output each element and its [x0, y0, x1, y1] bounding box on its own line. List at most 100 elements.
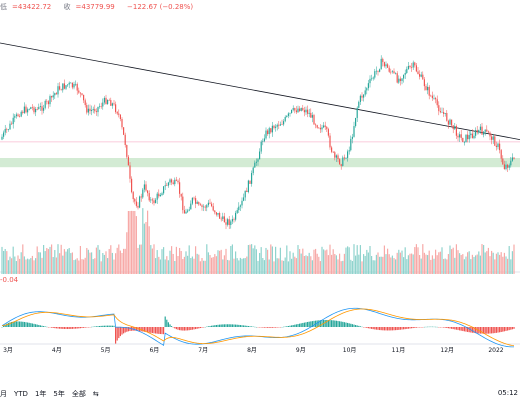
- candle-body: [404, 72, 406, 75]
- macd-histogram-bar: [123, 327, 125, 334]
- volume-bar: [247, 245, 249, 274]
- volume-bar: [327, 255, 329, 274]
- candle-body: [35, 108, 37, 113]
- timeframe-ytd[interactable]: YTD: [14, 389, 28, 398]
- volume-bar: [102, 253, 104, 274]
- volume-bar: [110, 245, 112, 274]
- volume-bar: [398, 249, 400, 274]
- macd-histogram-bar: [511, 327, 513, 330]
- candle-body: [255, 161, 257, 163]
- macd-histogram-bar: [289, 325, 291, 327]
- volume-bar: [14, 256, 16, 274]
- macd-histogram-bar: [294, 324, 296, 327]
- macd-histogram-bar: [182, 327, 184, 331]
- macd-histogram-bar: [249, 326, 251, 327]
- candle-body: [123, 127, 125, 135]
- macd-histogram-bar: [15, 321, 17, 327]
- macd-histogram-bar: [447, 327, 449, 329]
- volume-bar: [187, 255, 189, 274]
- volume-bar: [462, 254, 464, 274]
- x-tick-label: 11月: [392, 347, 406, 354]
- candle-body: [334, 152, 336, 158]
- macd-histogram-bar: [217, 324, 219, 327]
- volume-bar: [465, 256, 467, 274]
- macd-histogram-bar: [329, 320, 331, 327]
- volume-bar: [251, 244, 253, 274]
- volume-bar: [81, 259, 83, 274]
- candle-body: [257, 159, 259, 162]
- candle-body: [388, 67, 390, 72]
- volume-bar: [55, 257, 57, 274]
- macd-histogram-bar: [140, 327, 142, 332]
- macd-histogram-bar: [62, 327, 64, 329]
- candle-body: [415, 65, 417, 72]
- volume-bar: [409, 253, 411, 274]
- candle-body: [14, 116, 16, 118]
- timeframe-bar: 月 YTD 1年 5年 全部 ⇆: [0, 387, 106, 400]
- candle-body: [459, 134, 461, 138]
- macd-histogram-bar: [126, 327, 128, 332]
- candle-body: [278, 124, 280, 126]
- timeframe-all[interactable]: 全部: [71, 389, 86, 398]
- candle-body: [161, 193, 163, 195]
- candle-body: [6, 129, 8, 130]
- volume-bar: [318, 256, 320, 274]
- volume-bar: [366, 249, 368, 274]
- volume-bar: [191, 256, 193, 274]
- macd-histogram-bar: [25, 322, 27, 327]
- candle-body: [46, 100, 48, 102]
- macd-histogram-bar: [222, 324, 224, 327]
- candle-body: [235, 212, 237, 220]
- macd-histogram-bar: [510, 327, 512, 330]
- candle-body: [183, 210, 185, 214]
- volume-bar: [225, 248, 227, 274]
- candle-body: [91, 110, 93, 112]
- macd-histogram-bar: [502, 327, 504, 332]
- candle-body: [484, 129, 486, 132]
- close-label: 收 =43779.99: [63, 3, 115, 11]
- macd-histogram-bar: [291, 325, 293, 327]
- macd-histogram-bar: [244, 325, 246, 327]
- volume-bar: [383, 245, 385, 274]
- candle-body: [147, 190, 149, 194]
- candle-body: [191, 197, 193, 204]
- timeframe-1y[interactable]: 1年: [34, 389, 47, 398]
- volume-bar: [161, 249, 163, 274]
- candle-body: [20, 111, 22, 117]
- macd-histogram-bar: [454, 327, 456, 330]
- candle-body: [62, 83, 64, 91]
- macd-histogram-bar: [199, 327, 201, 329]
- candle-body: [359, 95, 361, 102]
- candle-body: [435, 98, 437, 100]
- candle-body: [217, 212, 219, 215]
- candle-body: [49, 96, 51, 105]
- x-tick-label: 9月: [296, 347, 306, 354]
- macd-histogram-bar: [14, 321, 16, 327]
- candle-body: [225, 222, 227, 225]
- candle-body: [449, 119, 451, 125]
- volume-bar: [204, 260, 206, 274]
- volume-bar: [47, 249, 49, 274]
- volume-bar: [230, 246, 232, 274]
- volume-bar: [105, 251, 107, 274]
- macd-histogram-bar: [70, 327, 72, 329]
- candle-body: [54, 93, 56, 96]
- macd-histogram-bar: [78, 327, 80, 329]
- volume-bar: [446, 259, 448, 274]
- timeframe-5y[interactable]: 5年: [53, 389, 65, 398]
- candle-body: [27, 109, 29, 113]
- macd-histogram-bar: [155, 327, 157, 334]
- volume-bar: [411, 253, 413, 274]
- volume-bar: [36, 246, 38, 274]
- macd-histogram-bar: [6, 323, 8, 327]
- compare-icon[interactable]: ⇆: [92, 389, 99, 398]
- macd-histogram-bar: [492, 327, 494, 334]
- volume-bar: [382, 256, 384, 274]
- candle-body: [337, 155, 339, 160]
- macd-histogram-bar: [12, 321, 14, 327]
- volume-bar: [278, 258, 280, 274]
- timeframe-month[interactable]: 月: [0, 389, 7, 398]
- volume-bar: [246, 256, 248, 274]
- candle-body: [219, 212, 221, 219]
